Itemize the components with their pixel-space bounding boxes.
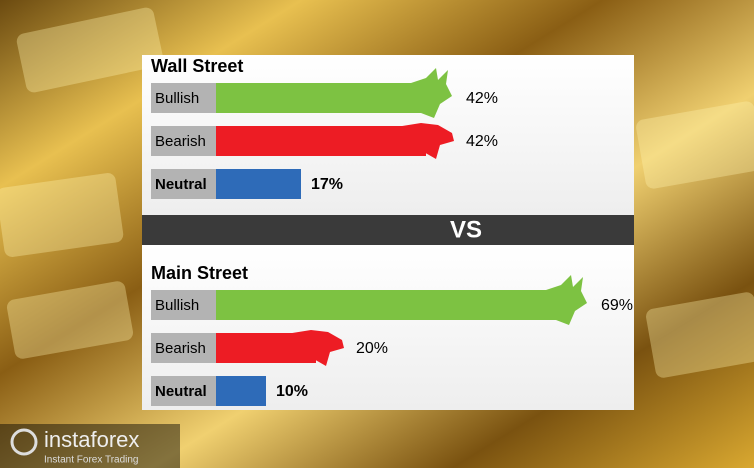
panel-title: Wall Street [151,56,243,76]
panel-title: Main Street [151,263,248,283]
bear-icon [396,123,454,159]
logo-icon [10,428,38,456]
category-box [151,333,216,363]
separator-band [142,215,634,245]
category-box [151,376,216,406]
value-label: 20% [356,340,388,357]
bar [216,376,266,406]
category-label: Bearish [155,133,206,150]
category-box [151,290,216,320]
bar [216,83,426,113]
value-label: 10% [276,383,308,400]
value-label: 42% [466,133,498,150]
logo-tagline: Instant Forex Trading [44,455,139,466]
bull-icon [401,68,452,118]
bar [216,290,561,320]
value-label: 69% [601,297,633,314]
category-label: Bearish [155,340,206,357]
bear-icon [286,330,344,366]
category-label: Neutral [155,176,207,193]
value-label: 42% [466,90,498,107]
logo-name: instaforex [44,427,139,452]
category-label: Bullish [155,297,199,314]
bull-icon [536,275,587,325]
category-label: Bullish [155,90,199,107]
gold-bars [0,7,754,378]
category-box [151,83,216,113]
bar [216,126,426,156]
category-label: Neutral [155,383,207,400]
category-box [151,169,216,199]
category-box [151,126,216,156]
bar [216,169,301,199]
vs-label: VS [450,216,482,243]
value-label: 17% [311,176,343,193]
